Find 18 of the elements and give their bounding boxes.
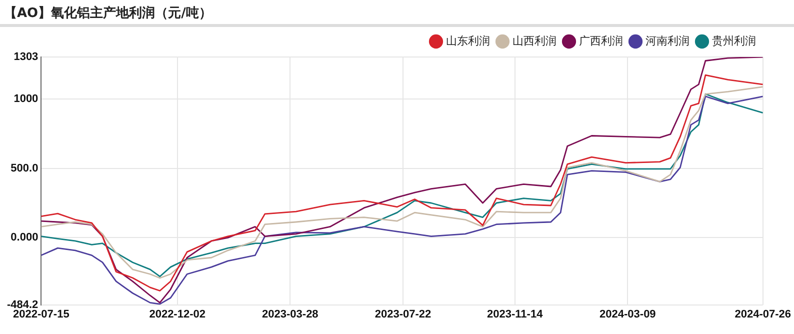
x-tick-label: 2023-03-28 bbox=[262, 308, 318, 320]
legend-label: 河南利润 bbox=[646, 34, 690, 48]
y-tick-label: 1000 bbox=[14, 93, 38, 106]
x-tick-label: 2022-12-02 bbox=[149, 308, 206, 320]
y-tick-label: 500.0 bbox=[10, 162, 38, 174]
x-tick-label: 2024-03-09 bbox=[600, 308, 656, 320]
y-tick-label: 0.000 bbox=[10, 232, 38, 244]
chart-title: 【AO】氧化铝主产地利润（元/吨） bbox=[4, 4, 212, 22]
x-tick-label: 2022-07-15 bbox=[13, 308, 70, 320]
legend-label: 广西利润 bbox=[579, 34, 623, 48]
legend-label: 贵州利润 bbox=[712, 34, 756, 48]
y-tick-label: -484.2 bbox=[6, 298, 38, 311]
y-tick-label: 1303 bbox=[14, 51, 38, 64]
x-tick-label: 2023-07-22 bbox=[374, 308, 432, 320]
x-tick-label: 2023-11-14 bbox=[487, 308, 544, 320]
x-tick-label: 2024-07-26 bbox=[734, 308, 792, 320]
legend-label: 山东利润 bbox=[446, 34, 490, 48]
legend-label: 山西利润 bbox=[512, 34, 556, 48]
